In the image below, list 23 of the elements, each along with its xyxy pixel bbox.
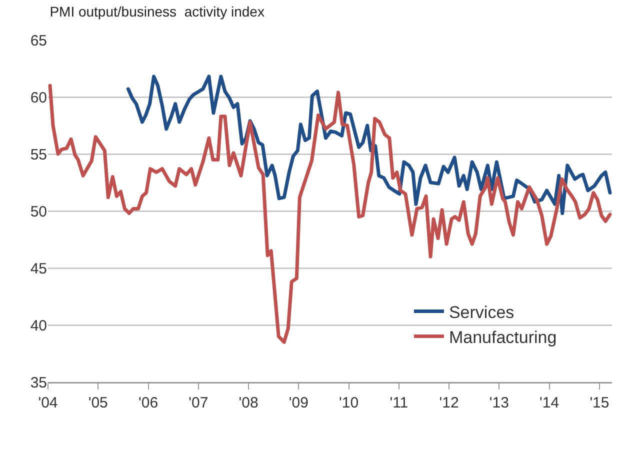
y-tick-label: 50 <box>30 203 47 220</box>
x-tick-label: '07 <box>188 394 208 412</box>
chart-title: PMI output/business activity index <box>50 4 264 20</box>
y-tick-label: 65 <box>30 32 47 50</box>
x-tick-label: '13 <box>489 394 509 412</box>
line-series <box>126 74 612 216</box>
x-tick-label: '11 <box>390 394 408 412</box>
x-tick-label: '15 <box>590 394 610 412</box>
x-tick-label: '14 <box>540 394 560 412</box>
y-tick-label: 45 <box>30 260 47 278</box>
x-tick-label: '10 <box>339 394 359 412</box>
x-tick-label: '04 <box>38 394 58 412</box>
x-tick-label: '08 <box>238 394 258 412</box>
y-tick-label: 35 <box>30 374 47 392</box>
y-tick-label: 40 <box>30 317 47 334</box>
x-tick-label: '05 <box>88 394 108 412</box>
x-tick-label: '12 <box>439 394 459 412</box>
y-tick-label: 55 <box>30 146 47 164</box>
legend-label: Manufacturing <box>448 328 557 347</box>
x-tick-label: '06 <box>138 394 158 412</box>
x-tick-label: '09 <box>288 394 308 412</box>
legend-label: Services <box>448 302 514 322</box>
y-tick-label: 60 <box>30 89 47 106</box>
